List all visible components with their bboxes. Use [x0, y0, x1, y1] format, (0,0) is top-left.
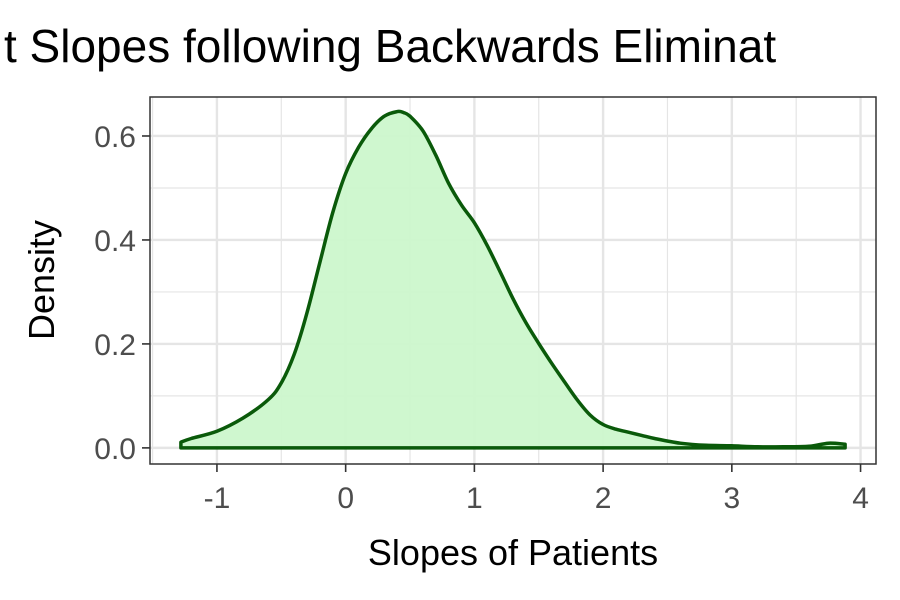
y-tick-label: 0.2 — [94, 329, 136, 362]
x-tick-label: 3 — [723, 482, 740, 515]
x-tick-label: 0 — [337, 482, 354, 515]
x-tick-label: -1 — [204, 482, 231, 515]
x-axis-label: Slopes of Patients — [368, 532, 658, 573]
y-tick-label: 0.0 — [94, 433, 136, 466]
y-axis-label: Density — [21, 220, 62, 340]
axis-layer: -1 0 1 2 3 4 0.0 0.2 0.4 0.6 — [94, 121, 869, 515]
x-tick-label: 2 — [595, 482, 612, 515]
chart-title: t Slopes following Backwards Eliminat — [4, 20, 776, 72]
x-tick-label: 1 — [466, 482, 483, 515]
density-curve — [179, 109, 847, 450]
panel-border — [149, 96, 877, 465]
y-tick-label: 0.6 — [94, 121, 136, 154]
y-tick-label: 0.4 — [94, 225, 136, 258]
data-layer — [179, 109, 847, 450]
density-area — [180, 111, 846, 448]
x-tick-label: 4 — [852, 482, 869, 515]
